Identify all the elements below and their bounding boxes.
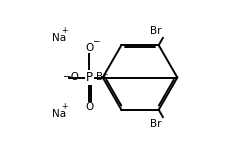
- Text: −O: −O: [62, 72, 79, 82]
- Text: +: +: [61, 102, 68, 111]
- Text: O: O: [85, 43, 93, 53]
- Text: Na: Na: [52, 109, 66, 119]
- Text: O: O: [85, 102, 93, 112]
- Text: P: P: [86, 71, 92, 84]
- Text: Na: Na: [52, 33, 66, 43]
- Text: +: +: [61, 26, 68, 35]
- Text: Br: Br: [150, 119, 161, 128]
- Text: −: −: [92, 36, 99, 45]
- Text: Br: Br: [150, 27, 161, 36]
- Text: Br: Br: [96, 73, 107, 82]
